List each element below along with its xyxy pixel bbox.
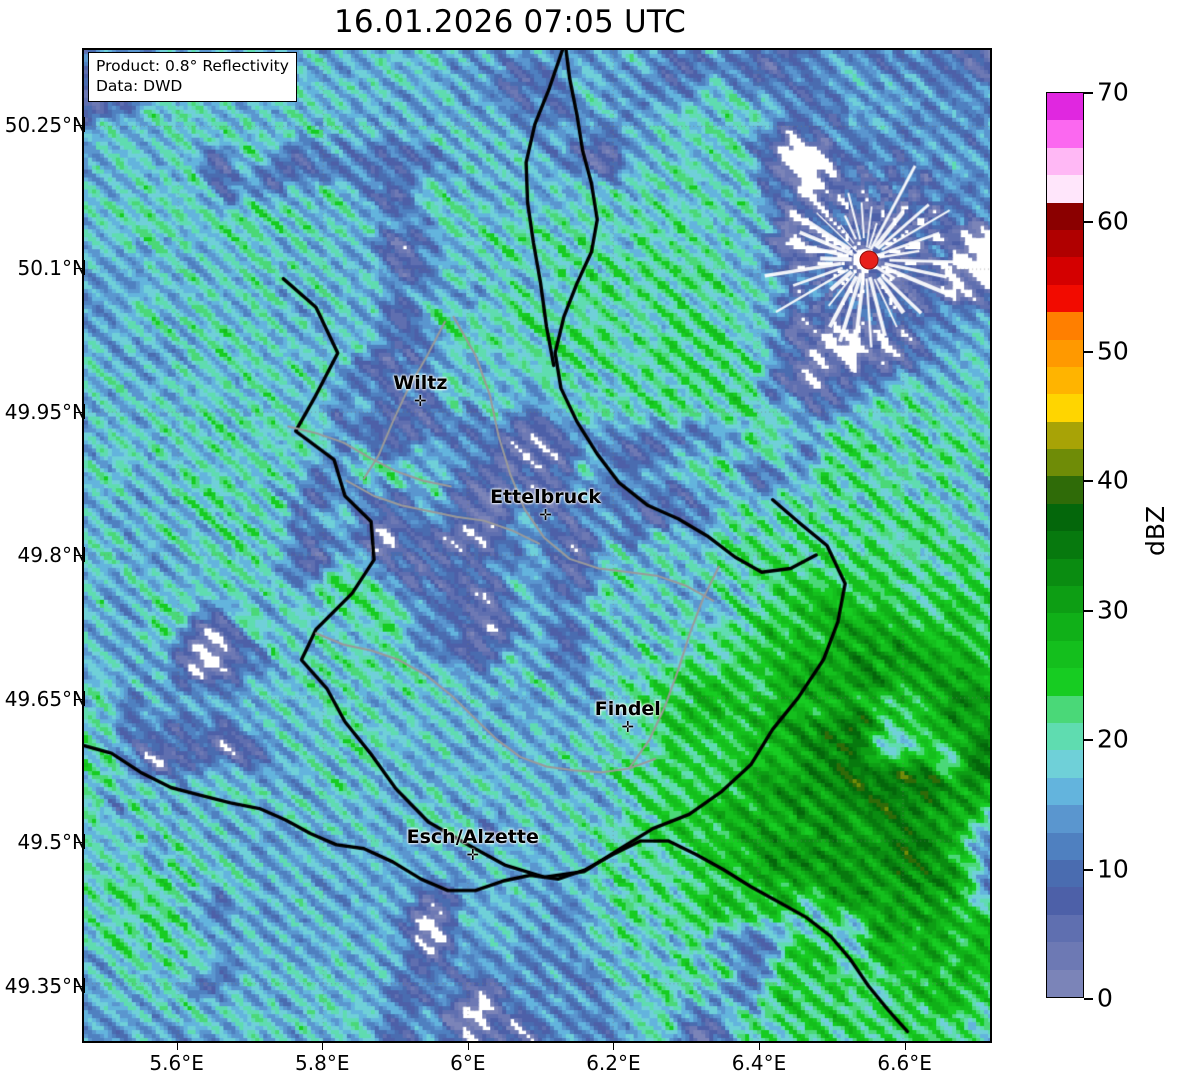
product-line: Product: 0.8° Reflectivity — [96, 57, 289, 75]
colorbar-tick-label-3: 30 — [1097, 595, 1129, 625]
x-axis-tick-label-5: 6.6°E — [877, 1051, 932, 1075]
x-axis-tick-4 — [759, 1043, 761, 1050]
x-axis-tick-label-2: 6°E — [450, 1051, 486, 1075]
y-axis-tick-4 — [75, 698, 82, 700]
y-axis-tick-3 — [75, 555, 82, 557]
colorbar-segment-23 — [1047, 339, 1083, 367]
colorbar-tick-7 — [1084, 92, 1093, 94]
colorbar-tick-label-1: 10 — [1097, 854, 1129, 884]
y-axis-tick-label-4: 49.65°N — [4, 686, 87, 711]
colorbar-segment-26 — [1047, 257, 1083, 285]
colorbar-segment-29 — [1047, 175, 1083, 203]
colorbar-segment-12 — [1047, 640, 1083, 669]
x-axis-tick-2 — [467, 1043, 469, 1050]
y-axis-tick-0 — [75, 124, 82, 126]
colorbar-segment-3 — [1047, 887, 1083, 915]
y-axis-tick-1 — [75, 268, 82, 270]
x-axis-tick-5 — [904, 1043, 906, 1050]
colorbar-segment-30 — [1047, 147, 1083, 176]
colorbar-segment-31 — [1047, 120, 1083, 148]
radar-map-plot[interactable]: Wiltz ✛ Ettelbruck ✛ Findel ✛ Esch/Alzette ✛ — [82, 48, 992, 1043]
colorbar-segment-17 — [1047, 503, 1083, 532]
colorbar-segment-28 — [1047, 202, 1083, 230]
colorbar-segment-7 — [1047, 777, 1083, 806]
x-axis-tick-label-3: 6.2°E — [586, 1051, 641, 1075]
colorbar-tick-1 — [1084, 868, 1093, 871]
colorbar-segment-27 — [1047, 229, 1083, 258]
colorbar-tick-2 — [1084, 739, 1093, 742]
colorbar-tick-5 — [1084, 350, 1093, 353]
colorbar-segment-14 — [1047, 586, 1083, 614]
colorbar-segment-18 — [1047, 476, 1083, 504]
colorbar-segment-6 — [1047, 805, 1083, 833]
colorbar-segment-15 — [1047, 558, 1083, 587]
colorbar-tick-label-6: 60 — [1097, 206, 1129, 236]
colorbar-segment-19 — [1047, 449, 1083, 477]
colorbar-tick-label-0: 0 — [1097, 983, 1113, 1013]
x-axis-tick-3 — [613, 1043, 615, 1050]
y-axis-tick-6 — [75, 985, 82, 987]
colorbar-segment-5 — [1047, 832, 1083, 860]
colorbar-segment-4 — [1047, 859, 1083, 888]
colorbar-title: dBZ — [1141, 505, 1170, 556]
colorbar-tick-4 — [1084, 480, 1093, 483]
colorbar-segment-0 — [1047, 969, 1083, 997]
colorbar-segment-2 — [1047, 914, 1083, 943]
colorbar-segment-25 — [1047, 284, 1083, 313]
radar-site-marker[interactable] — [859, 250, 879, 270]
colorbar-tick-label-4: 40 — [1097, 465, 1129, 495]
colorbar-segment-21 — [1047, 394, 1083, 422]
colorbar-segment-32 — [1047, 93, 1083, 121]
colorbar-segment-1 — [1047, 942, 1083, 970]
y-axis-tick-label-0: 50.25°N — [4, 112, 87, 137]
page-title: 16.01.2026 07:05 UTC — [334, 4, 686, 40]
colorbar-segment-16 — [1047, 531, 1083, 559]
radar-reflectivity-canvas — [84, 50, 990, 1041]
colorbar-segment-22 — [1047, 366, 1083, 395]
x-axis-tick-label-4: 6.4°E — [731, 1051, 787, 1075]
x-axis-tick-label-0: 5.6°E — [149, 1051, 204, 1075]
reflectivity-colorbar[interactable] — [1046, 92, 1084, 998]
colorbar-segment-13 — [1047, 613, 1083, 641]
y-axis-tick-label-6: 49.35°N — [4, 973, 87, 998]
y-axis-tick-label-2: 49.95°N — [4, 399, 87, 424]
colorbar-segment-24 — [1047, 312, 1083, 340]
data-source-line: Data: DWD — [96, 77, 183, 96]
colorbar-tick-3 — [1084, 609, 1093, 612]
colorbar-segment-8 — [1047, 750, 1083, 778]
colorbar-tick-label-2: 20 — [1097, 724, 1129, 754]
colorbar-tick-0 — [1084, 998, 1093, 1000]
x-axis-tick-0 — [176, 1043, 178, 1050]
x-axis-tick-1 — [322, 1043, 324, 1050]
x-axis-tick-label-1: 5.8°E — [295, 1051, 350, 1075]
colorbar-segment-11 — [1047, 668, 1083, 696]
y-axis-tick-2 — [75, 411, 82, 413]
product-info-box: Product: 0.8° Reflectivity Data: DWD — [88, 52, 297, 102]
colorbar-tick-label-7: 70 — [1097, 77, 1129, 107]
colorbar-segment-9 — [1047, 722, 1083, 751]
colorbar-segment-20 — [1047, 421, 1083, 450]
colorbar-tick-label-5: 50 — [1097, 336, 1129, 366]
colorbar-tick-6 — [1084, 221, 1093, 224]
colorbar-segment-10 — [1047, 695, 1083, 723]
y-axis-tick-5 — [75, 842, 82, 844]
